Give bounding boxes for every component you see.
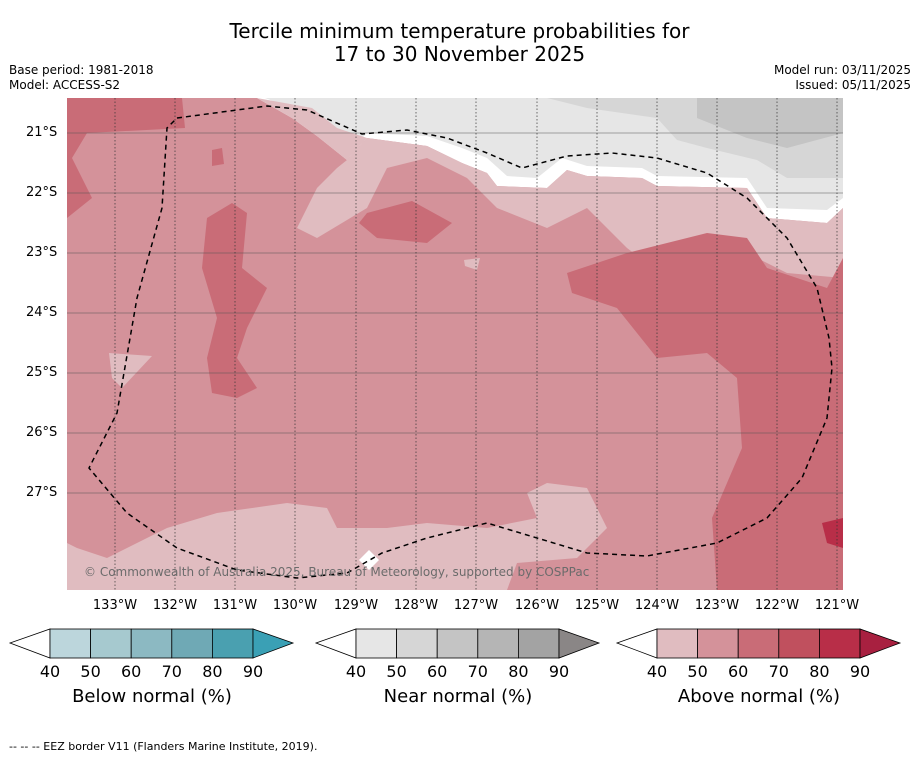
lon-label: 131°W [212,598,258,613]
colorbar-tick-label: 50 [687,662,708,681]
meta-right: Model run: 03/11/2025 Issued: 05/11/2025 [774,63,911,93]
lon-label: 129°W [333,598,379,613]
colorbar-tick-label: 80 [508,662,529,681]
region-above-60-nw [67,98,185,218]
lat-label: 23°S [26,245,58,260]
lat-label: 24°S [26,305,58,320]
region-above-60-east [567,233,843,590]
colorbar-segment [130,628,173,659]
colorbar-segment [517,628,560,659]
region-above-40-south [67,483,607,590]
lon-label: 124°W [634,598,680,613]
region-above-70-east [822,518,843,548]
region-white-small [359,550,379,570]
chart-title-line1: Tercile minimum temperature probabilitie… [229,19,690,43]
colorbar-segment [171,628,213,659]
lat-label: 25°S [26,365,58,380]
colorbar-tick-label: 70 [161,662,182,681]
lon-label: 130°W [272,598,318,613]
colorbar-tick-label: 40 [646,662,668,681]
colorbar-segment [477,628,519,659]
colorbar-extend-left [8,628,51,659]
grid-lines [67,98,843,590]
lon-label: 125°W [574,598,620,613]
lon-label: 133°W [92,598,138,613]
lat-label: 21°S [26,125,58,140]
colorbar-segment [697,628,739,659]
legend-title-above: Above normal (%) [677,686,841,707]
colorbar-above-normal [615,628,902,659]
colorbar-tick-label: 80 [809,662,830,681]
colorbar-segment [778,628,820,659]
colorbar-tick-label: 90 [548,662,570,681]
colorbar-tick-label: 80 [202,662,223,681]
region-above-60-center [359,201,452,243]
colorbar-segment [211,628,254,659]
region-above-40-west [109,353,152,388]
lon-label: 126°W [514,598,560,613]
chart-title-line2: 17 to 30 November 2025 [333,42,586,66]
model-run: Model run: 03/11/2025 [773,63,911,77]
colorbar-extend-right [252,628,295,659]
colorbar-tick-label: 70 [768,662,789,681]
colorbar-tick-label: 50 [386,662,407,681]
lon-label: 132°W [152,598,198,613]
colorbar-tick-label: 60 [427,662,448,681]
lon-label: 121°W [814,598,860,613]
colorbar-below-normal [8,628,295,659]
colorbar-segment [49,628,91,659]
eez-border [88,105,833,579]
meta-left: Base period: 1981-2018 Model: ACCESS-S2 [9,63,154,93]
colorbar-extend-left [314,628,357,659]
lon-label: 122°W [754,598,800,613]
legend-title-near: Near normal (%) [383,686,533,707]
footer-note: -- -- -- EEZ border V11 (Flanders Marine… [9,740,318,753]
map-svg [67,98,843,590]
colorbar-tick-label: 60 [121,662,142,681]
colorbar-tick-label: 90 [849,662,871,681]
region-above-60-small [212,148,224,166]
region-near-60 [697,98,843,148]
region-above-60-west [202,203,267,398]
model-name: Model: ACCESS-S2 [9,78,121,92]
colorbar-segment [436,628,479,659]
colorbar-segment [818,628,861,659]
probability-map [67,98,843,590]
lat-label: 22°S [26,185,58,200]
colorbar-extend-left [615,628,658,659]
colorbar-tick-label: 40 [345,662,367,681]
colorbar-tick-label: 70 [467,662,488,681]
colorbar-segment [90,628,132,659]
colorbar-segment [737,628,780,659]
colorbar-segment [396,628,438,659]
region-above-40-north [257,98,367,160]
lon-label: 123°W [694,598,740,613]
colorbar-segment [355,628,397,659]
colorbar-segment [656,628,698,659]
colorbar-tick-label: 60 [728,662,749,681]
colorbar-extend-right [558,628,601,659]
lon-label: 128°W [393,598,439,613]
colorbar-near-normal [314,628,601,659]
lat-label: 26°S [26,425,58,440]
colorbar-tick-label: 40 [39,662,61,681]
colorbar-tick-label: 90 [242,662,264,681]
colorbar-tick-label: 50 [80,662,101,681]
issued-date: Issued: 05/11/2025 [795,78,911,92]
colorbar-extend-right [859,628,902,659]
base-period: Base period: 1981-2018 [9,63,154,77]
legend-title-below: Below normal (%) [72,686,232,707]
copyright-notice: © Commonwealth of Australia 2025, Bureau… [84,565,590,579]
lon-label: 127°W [453,598,499,613]
lat-label: 27°S [26,485,58,500]
